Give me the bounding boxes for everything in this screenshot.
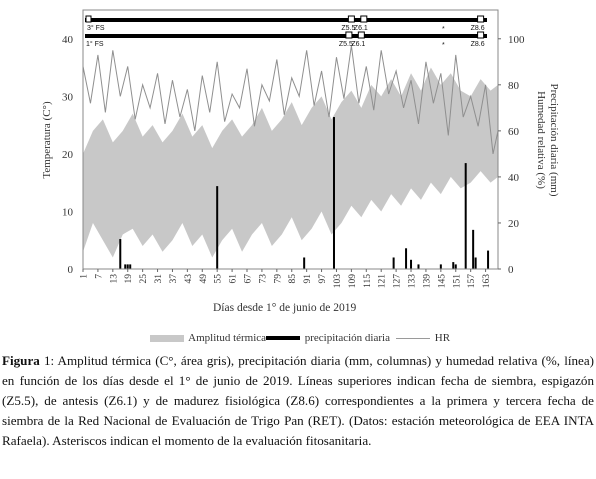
x-tick-label: 7 bbox=[94, 274, 104, 279]
chart: 1 7 13 19 25 31 37 43 49 55 61 67 73 79 85 91 97 103 109 11… bbox=[41, 9, 560, 314]
precip-bar bbox=[392, 257, 395, 269]
x-tick-label: 97 bbox=[318, 274, 328, 284]
precip-bar bbox=[405, 248, 408, 269]
y-right-tick-label: 0 bbox=[508, 264, 514, 276]
y-right-tick-label: 40 bbox=[508, 172, 520, 184]
legend-label-precip: precipitación diaria bbox=[304, 332, 390, 344]
x-tick-label: 37 bbox=[169, 274, 179, 284]
x-tick-label: 1 bbox=[80, 274, 90, 279]
legend-item-amplitud: Amplitud térmica bbox=[150, 332, 266, 344]
y-right-tick-label: 80 bbox=[508, 80, 520, 92]
top-bar-mark-box bbox=[360, 15, 368, 23]
x-tick-label: 103 bbox=[333, 274, 343, 289]
second-bar-mark-label: Z8.6 bbox=[471, 41, 485, 48]
top-bar-line bbox=[85, 18, 487, 22]
x-tick-label: 139 bbox=[422, 274, 432, 289]
precip-bar bbox=[452, 262, 455, 269]
precip-bar bbox=[303, 257, 306, 269]
second-bar-mark-box bbox=[345, 31, 353, 39]
y-left-tick-label: 30 bbox=[62, 91, 74, 103]
top-bar-mark-label: Z6.1 bbox=[354, 25, 368, 32]
top-bar-start-label: 3° FS bbox=[87, 24, 105, 32]
second-bar-start-label: 1° FS bbox=[86, 40, 104, 48]
x-tick-label: 133 bbox=[408, 274, 418, 289]
x-tick-label: 67 bbox=[244, 274, 254, 284]
precip-bar bbox=[474, 257, 477, 269]
x-tick-label: 55 bbox=[214, 274, 224, 284]
x-tick-label: 31 bbox=[154, 274, 164, 284]
x-tick-label: 85 bbox=[288, 274, 298, 284]
precip-bar bbox=[129, 264, 132, 269]
x-tick-label: 79 bbox=[273, 274, 283, 284]
y-right-axis-label-1: Precipitación diaria (mm) bbox=[548, 83, 560, 196]
legend-swatch-amplitud bbox=[150, 334, 184, 342]
x-tick-label: 61 bbox=[229, 274, 239, 284]
caption-text: 1: Amplitud térmica (C°, área gris), pre… bbox=[2, 353, 594, 448]
x-tick-label: 151 bbox=[452, 274, 462, 289]
top-bar-asterisk: * bbox=[442, 26, 445, 33]
second-bar-mark-box bbox=[357, 31, 365, 39]
x-tick-label: 115 bbox=[363, 274, 373, 288]
precip-bar bbox=[464, 163, 467, 269]
y-left-tick-label: 40 bbox=[62, 34, 74, 46]
x-tick-label: 43 bbox=[184, 274, 194, 284]
x-tick-label: 25 bbox=[139, 274, 149, 284]
y-right-axis-label-2: Humedad relativa (%) bbox=[535, 91, 547, 189]
humidity-line bbox=[82, 45, 499, 154]
x-tick-label: 127 bbox=[393, 274, 403, 289]
precip-bar bbox=[439, 264, 442, 269]
legend-label-hr: HR bbox=[434, 332, 451, 344]
x-tick-label: 13 bbox=[109, 274, 119, 284]
y-left-tick-label: 0 bbox=[68, 264, 74, 276]
precip-bar bbox=[417, 264, 420, 269]
y-left-axis-label: Temperatura (C°) bbox=[41, 101, 53, 179]
second-bar-line bbox=[85, 34, 487, 38]
top-bar-start-box bbox=[85, 15, 92, 23]
legend-item-hr: HR bbox=[396, 332, 450, 344]
top-bar-mark-label: Z8.6 bbox=[471, 25, 485, 32]
precip-bar bbox=[472, 229, 475, 269]
second-bar-mark-label: Z5.5 bbox=[339, 41, 353, 48]
precip-bar bbox=[126, 264, 129, 269]
legend-swatch-precip bbox=[266, 336, 300, 341]
precip-bar bbox=[410, 259, 413, 269]
plot-frame bbox=[82, 9, 499, 270]
plot-area: 1 7 13 19 25 31 37 43 49 55 61 67 73 79 85 91 97 103 109 11… bbox=[41, 9, 560, 314]
y-left-tick-label: 20 bbox=[62, 149, 74, 161]
precip-bar bbox=[332, 117, 335, 269]
x-tick-label: 145 bbox=[437, 274, 447, 289]
precip-bar bbox=[216, 186, 219, 269]
figure-caption: Figura 1: Amplitud térmica (C°, área gri… bbox=[2, 351, 594, 451]
second-bar-mark-label: Z6.1 bbox=[351, 41, 365, 48]
caption-figure-label: Figura bbox=[2, 353, 40, 368]
x-tick-label: 121 bbox=[378, 274, 388, 289]
second-bar-mark-box bbox=[477, 31, 485, 39]
x-tick-label: 49 bbox=[199, 274, 209, 284]
legend-item-precip: precipitación diaria bbox=[266, 332, 390, 344]
y-left-tick-label: 10 bbox=[62, 206, 74, 218]
x-tick-label: 163 bbox=[482, 274, 492, 289]
precip-bar bbox=[119, 239, 122, 269]
top-bar-mark-box bbox=[347, 15, 355, 23]
top-bar-mark-box bbox=[477, 15, 485, 23]
y-right-tick-label: 60 bbox=[508, 126, 520, 138]
precip-bar bbox=[124, 264, 127, 269]
y-right-tick-label: 100 bbox=[508, 34, 525, 46]
precip-bar bbox=[487, 250, 490, 269]
legend-label-amplitud: Amplitud térmica bbox=[188, 332, 267, 344]
y-right-tick-label: 20 bbox=[508, 218, 520, 230]
temp-amplitude-area bbox=[83, 67, 498, 258]
x-tick-label: 73 bbox=[258, 274, 268, 284]
x-tick-label: 109 bbox=[348, 274, 358, 289]
x-axis-label: Días desde 1° de junio de 2019 bbox=[213, 302, 356, 314]
legend-swatch-hr bbox=[396, 337, 430, 339]
second-bar-asterisk: * bbox=[442, 42, 445, 49]
top-bar-mark-label: Z5.5 bbox=[341, 25, 355, 32]
precip-bar bbox=[454, 264, 457, 269]
x-tick-label: 91 bbox=[303, 274, 313, 284]
x-tick-label: 19 bbox=[124, 274, 134, 284]
x-tick-label: 157 bbox=[467, 274, 477, 289]
